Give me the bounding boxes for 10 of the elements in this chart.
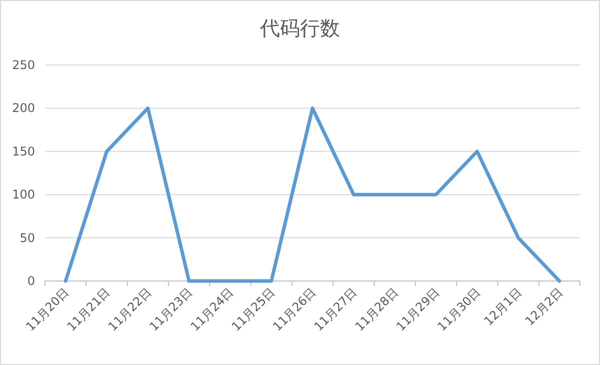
line-series (64, 106, 562, 283)
y-tick-label: 100 (12, 188, 35, 202)
y-tick-label: 150 (12, 144, 35, 158)
x-tick-label: 12月1日 (481, 285, 524, 328)
y-tick-label: 250 (12, 58, 35, 72)
chart-title: 代码行数 (259, 16, 340, 40)
y-tick-label: 0 (27, 274, 35, 288)
x-tick-label: 12月2日 (522, 285, 566, 328)
y-tick-label: 200 (12, 101, 35, 116)
y-tick-label: 50 (20, 230, 35, 245)
